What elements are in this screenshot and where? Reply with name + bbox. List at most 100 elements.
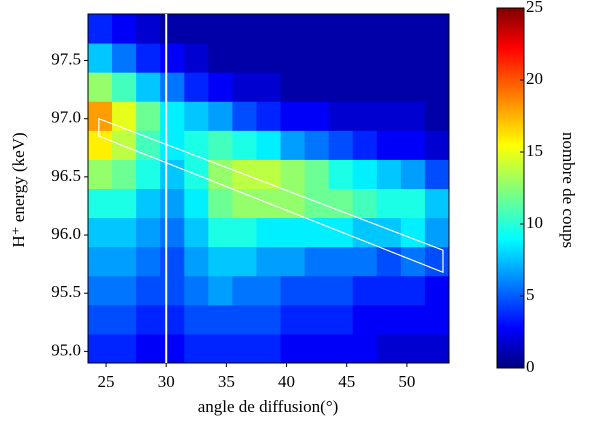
colorbar bbox=[496, 7, 525, 369]
heatmap-cell bbox=[136, 275, 161, 306]
heatmap-cell bbox=[112, 246, 137, 277]
heatmap-cell bbox=[232, 72, 257, 102]
heatmap-cell bbox=[160, 275, 185, 306]
heatmap-cell bbox=[208, 101, 233, 131]
y-tick-label: 96.5 bbox=[51, 166, 81, 185]
heatmap-cell bbox=[136, 217, 161, 248]
heatmap-cell bbox=[280, 14, 306, 44]
heatmap-cell bbox=[376, 101, 402, 131]
heatmap-cell bbox=[184, 101, 209, 131]
heatmap-cell bbox=[328, 246, 354, 277]
heatmap-cell bbox=[424, 14, 450, 44]
heatmap-cell bbox=[304, 14, 330, 44]
heatmap-cell bbox=[184, 43, 209, 73]
heatmap-cell bbox=[88, 101, 113, 131]
heatmap-cell bbox=[112, 304, 137, 335]
heatmap-cell bbox=[400, 333, 426, 364]
y-tick-label: 97.0 bbox=[51, 108, 81, 127]
colorbar-tick-label: 0 bbox=[526, 357, 535, 376]
heatmap-cell bbox=[112, 72, 137, 102]
heatmap-cell bbox=[256, 130, 282, 160]
heatmap-cell bbox=[376, 130, 402, 160]
heatmap-cell bbox=[400, 275, 426, 306]
heatmap-cell bbox=[352, 188, 378, 219]
heatmap-cell bbox=[352, 101, 378, 131]
heatmap-cell bbox=[352, 246, 378, 277]
x-tick-label: 25 bbox=[98, 372, 115, 391]
heatmap-cell bbox=[136, 246, 161, 277]
heatmap-cell bbox=[376, 333, 402, 364]
x-tick-label: 40 bbox=[278, 372, 295, 391]
heatmap-cell bbox=[256, 333, 282, 364]
heatmap-cell bbox=[328, 333, 354, 364]
heatmap-cell bbox=[88, 246, 113, 277]
heatmap-cell bbox=[208, 43, 233, 73]
heatmap-cell bbox=[304, 333, 330, 364]
heatmap-cell bbox=[88, 333, 113, 364]
colorbar-tick-label: 10 bbox=[526, 213, 543, 232]
heatmap-cell bbox=[160, 304, 185, 335]
heatmap-cell bbox=[136, 101, 161, 131]
heatmap-cell bbox=[208, 333, 233, 364]
heatmap-cell bbox=[160, 43, 185, 73]
heatmap-cell bbox=[88, 304, 113, 335]
heatmap-cell bbox=[256, 43, 282, 73]
heatmap-cell bbox=[232, 333, 257, 364]
heatmap-cell bbox=[280, 275, 306, 306]
heatmap-cell bbox=[184, 130, 209, 160]
heatmap-cell bbox=[424, 159, 450, 189]
heatmap-cell bbox=[280, 130, 306, 160]
heatmap-cell bbox=[352, 304, 378, 335]
heatmap-cell bbox=[400, 130, 426, 160]
heatmap-cell bbox=[280, 101, 306, 131]
heatmap-cell bbox=[280, 304, 306, 335]
heatmap-cell bbox=[160, 72, 185, 102]
heatmap-cell bbox=[160, 101, 185, 131]
plot-frame bbox=[87, 13, 450, 364]
heatmap-cell bbox=[136, 333, 161, 364]
heatmap-cell bbox=[232, 275, 257, 306]
heatmap-cell bbox=[328, 159, 354, 189]
colorbar-tick-label: 25 bbox=[526, 0, 543, 16]
heatmap-cell bbox=[208, 304, 233, 335]
heatmap-cell bbox=[256, 101, 282, 131]
heatmap-cell bbox=[88, 188, 113, 219]
heatmap-cell bbox=[424, 43, 450, 73]
y-axis-label: H⁺ energy (keV) bbox=[9, 132, 28, 247]
heatmap-cell bbox=[112, 43, 137, 73]
x-axis-label: angle de diffusion(°) bbox=[198, 397, 339, 416]
heatmap-cell bbox=[256, 217, 282, 248]
heatmap-cell bbox=[304, 43, 330, 73]
heatmap-cell bbox=[280, 246, 306, 277]
heatmap-cell bbox=[352, 159, 378, 189]
y-tick-label: 97.5 bbox=[51, 49, 81, 68]
heatmap-cell bbox=[184, 14, 209, 44]
colorbar-label: nombre de coups bbox=[559, 132, 578, 248]
heatmap-cell bbox=[136, 304, 161, 335]
heatmap-cell bbox=[208, 217, 233, 248]
heatmap-cell bbox=[184, 275, 209, 306]
heatmap-cell bbox=[304, 275, 330, 306]
heatmap-cell bbox=[184, 304, 209, 335]
heatmap-cell bbox=[280, 333, 306, 364]
heatmap-cell bbox=[328, 72, 354, 102]
heatmap-cell bbox=[304, 188, 330, 219]
heatmap-cell bbox=[352, 72, 378, 102]
heatmap-cell bbox=[232, 101, 257, 131]
heatmap-cell bbox=[208, 275, 233, 306]
x-tick-label: 35 bbox=[218, 372, 235, 391]
heatmap-cell bbox=[352, 14, 378, 44]
heatmap-cell bbox=[280, 159, 306, 189]
heatmap-cell bbox=[352, 130, 378, 160]
heatmap-cell bbox=[160, 333, 185, 364]
heatmap-cell bbox=[232, 130, 257, 160]
heatmap-cell bbox=[424, 333, 450, 364]
heatmap-cell bbox=[136, 72, 161, 102]
heatmap-cell bbox=[376, 188, 402, 219]
heatmap-cell bbox=[256, 14, 282, 44]
heatmap-cell bbox=[376, 14, 402, 44]
colorbar-tick-label: 5 bbox=[526, 285, 535, 304]
heatmap-cell bbox=[136, 130, 161, 160]
heatmap-cell bbox=[256, 275, 282, 306]
